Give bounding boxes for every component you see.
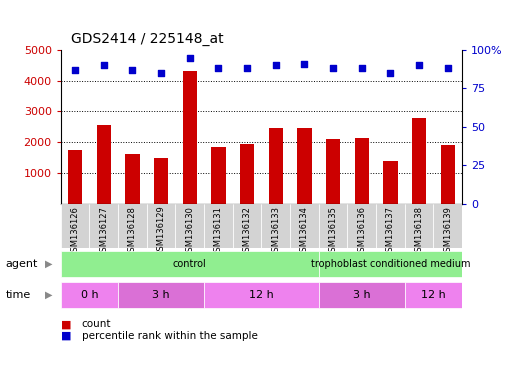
Point: [329, 65, 337, 71]
Point: [444, 65, 452, 71]
Text: GSM136130: GSM136130: [185, 206, 194, 257]
Point: [357, 65, 366, 71]
Point: [214, 65, 223, 71]
Bar: [290, 204, 319, 248]
Text: GDS2414 / 225148_at: GDS2414 / 225148_at: [71, 32, 224, 46]
Text: GSM136127: GSM136127: [99, 206, 108, 257]
Bar: [61, 282, 118, 308]
Bar: [440, 144, 455, 204]
Bar: [326, 139, 340, 204]
Text: GSM136139: GSM136139: [443, 206, 452, 257]
Bar: [433, 204, 462, 248]
Bar: [125, 154, 139, 204]
Bar: [118, 204, 147, 248]
Bar: [354, 138, 369, 204]
Text: time: time: [5, 290, 31, 300]
Text: GSM136138: GSM136138: [414, 206, 423, 257]
Bar: [383, 161, 398, 204]
Text: ▶: ▶: [45, 259, 52, 269]
Bar: [118, 282, 204, 308]
Bar: [68, 150, 82, 204]
Bar: [319, 204, 347, 248]
Point: [128, 67, 137, 73]
Bar: [147, 204, 175, 248]
Text: 3 h: 3 h: [353, 290, 371, 300]
Bar: [319, 282, 404, 308]
Bar: [376, 204, 404, 248]
Text: count: count: [82, 319, 111, 329]
Bar: [61, 204, 89, 248]
Text: agent: agent: [5, 259, 37, 269]
Bar: [269, 128, 283, 204]
Bar: [404, 282, 462, 308]
Text: 12 h: 12 h: [249, 290, 274, 300]
Bar: [89, 204, 118, 248]
Point: [157, 70, 165, 76]
Bar: [404, 204, 433, 248]
Text: 3 h: 3 h: [152, 290, 170, 300]
Text: GSM136131: GSM136131: [214, 206, 223, 257]
Text: GSM136128: GSM136128: [128, 206, 137, 257]
Bar: [319, 251, 462, 277]
Point: [185, 55, 194, 61]
Bar: [297, 127, 312, 204]
Bar: [233, 204, 261, 248]
Bar: [261, 204, 290, 248]
Bar: [175, 204, 204, 248]
Bar: [412, 118, 426, 204]
Text: GSM136132: GSM136132: [242, 206, 251, 257]
Bar: [183, 71, 197, 204]
Text: ■: ■: [61, 319, 71, 329]
Point: [415, 62, 423, 68]
Point: [386, 70, 394, 76]
Bar: [97, 125, 111, 204]
Bar: [240, 144, 254, 204]
Bar: [61, 251, 319, 277]
Text: control: control: [173, 259, 206, 269]
Point: [71, 67, 79, 73]
Bar: [347, 204, 376, 248]
Text: GSM136136: GSM136136: [357, 206, 366, 257]
Point: [300, 61, 308, 67]
Point: [271, 62, 280, 68]
Bar: [204, 282, 319, 308]
Text: GSM136135: GSM136135: [328, 206, 337, 257]
Text: 12 h: 12 h: [421, 290, 446, 300]
Text: ▶: ▶: [45, 290, 52, 300]
Text: 0 h: 0 h: [81, 290, 98, 300]
Bar: [154, 158, 168, 204]
Text: GSM136129: GSM136129: [156, 206, 166, 257]
Point: [99, 62, 108, 68]
Bar: [211, 147, 225, 204]
Text: trophoblast conditioned medium: trophoblast conditioned medium: [310, 259, 470, 269]
Bar: [204, 204, 233, 248]
Text: GSM136134: GSM136134: [300, 206, 309, 257]
Point: [243, 65, 251, 71]
Text: GSM136137: GSM136137: [386, 206, 395, 257]
Text: ■: ■: [61, 331, 71, 341]
Text: GSM136126: GSM136126: [71, 206, 80, 257]
Text: percentile rank within the sample: percentile rank within the sample: [82, 331, 258, 341]
Text: GSM136133: GSM136133: [271, 206, 280, 257]
